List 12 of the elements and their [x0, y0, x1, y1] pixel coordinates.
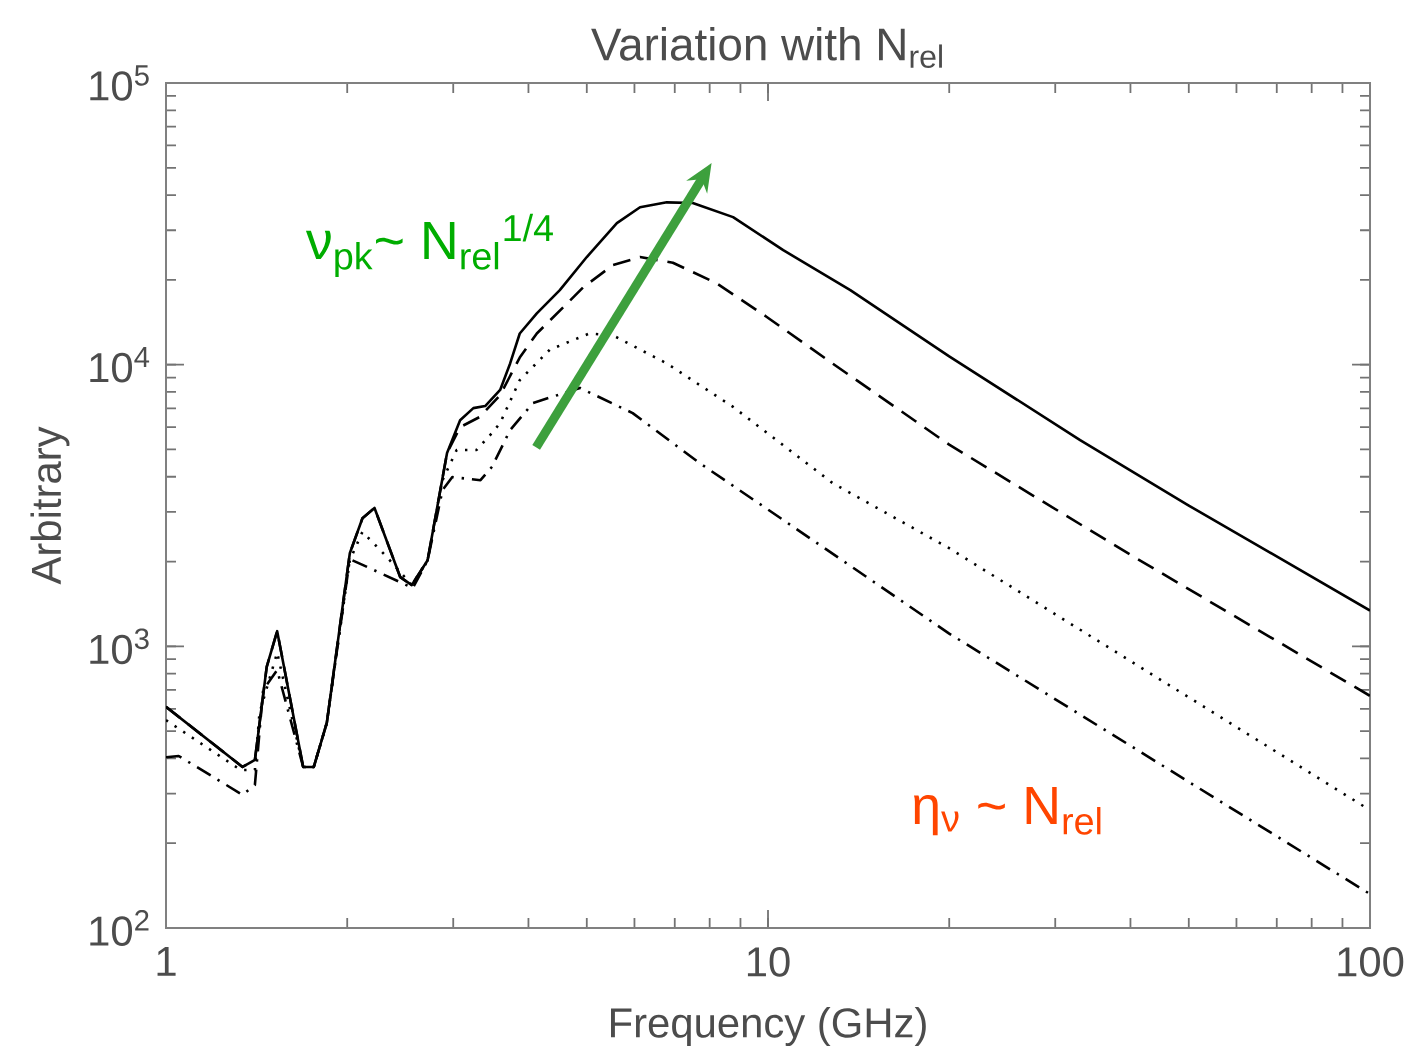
- y-axis-title: Arbitrary: [30, 426, 70, 585]
- annotation: ν$_{pk}$~ N$_{rel}$1/4: [305, 213, 553, 278]
- x-axis-title: Frequency (GHz): [611, 1007, 926, 1047]
- x-tick-label: 10: [747, 947, 790, 977]
- x-tick-label: 100: [1338, 947, 1404, 977]
- y-tick-label: 10$^{3}$: [90, 628, 149, 665]
- annotation: η$_{ν}$ ~ N$_{rel}$: [913, 787, 1101, 836]
- x-tick-label: 1: [157, 947, 176, 976]
- y-tick-label: 10$^{2}$: [90, 910, 149, 946]
- y-tick-label: 10$^{4}$: [90, 346, 150, 383]
- chart-title: Variation with N$_{rel}$: [591, 27, 942, 68]
- y-tick-label: 10$^{5}$: [90, 65, 149, 101]
